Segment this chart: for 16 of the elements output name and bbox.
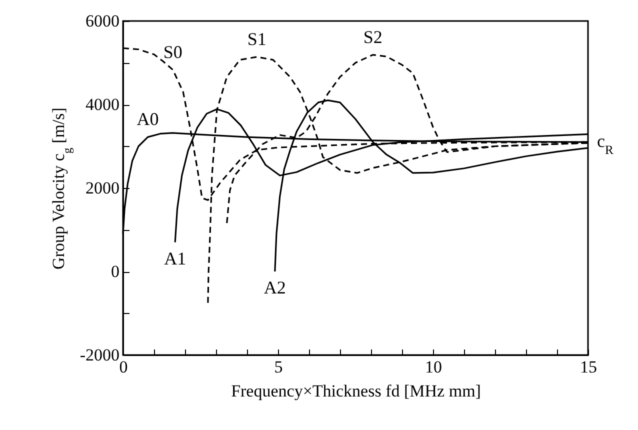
y-tick-label: 2000 [86,178,120,198]
x-tick-label: 5 [274,358,283,376]
annotation: A2 [264,278,286,298]
x-tick-label: 15 [580,358,597,376]
annotation: A1 [164,248,186,268]
y-tick-label: 6000 [86,12,120,30]
annotation: A0 [136,109,159,130]
annotation: S1 [247,28,266,49]
y-tick-label: -2000 [80,346,120,364]
y-tick-label: 4000 [86,95,120,114]
x-axis-title: Frequency×Thickness fd [MHz mm] [231,382,481,400]
x-tick-label: 10 [425,358,442,376]
annotation: c$_{R}$ [597,131,614,158]
annotation: S2 [363,26,382,47]
y-tick-label: 0 [111,262,120,281]
annotation: S0 [163,42,182,62]
